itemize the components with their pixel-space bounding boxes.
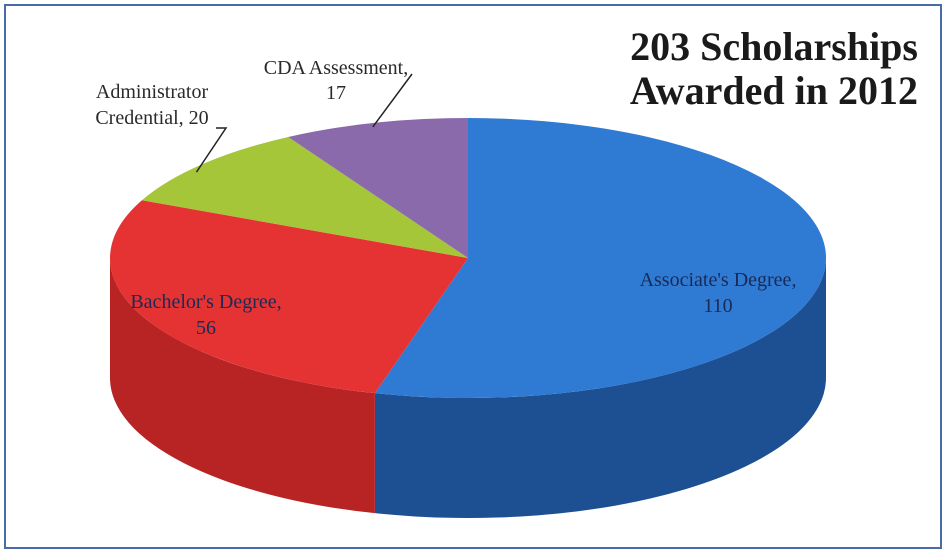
- leader-lines: [195, 73, 413, 173]
- pie-sides: [110, 258, 826, 518]
- data-label-associates-value: 110: [703, 295, 732, 317]
- chart-title-line-1: 203 Scholarships: [630, 24, 918, 69]
- pie-slice-administrator: [141, 136, 468, 258]
- data-label-administrator-value: Credential, 20: [95, 107, 208, 129]
- pie-slices: [109, 118, 827, 398]
- chart-title-line-2: Awarded in 2012: [630, 68, 918, 113]
- data-label-administrator-name: Administrator: [96, 81, 209, 103]
- pie-slice-bachelors: [109, 200, 469, 394]
- pie-slice-associates: [374, 118, 827, 398]
- data-label-bachelors-value: 56: [196, 317, 216, 339]
- data-label-bachelors-name: Bachelor's Degree,: [130, 291, 281, 313]
- data-label-cda-value: 17: [326, 82, 346, 104]
- leader-line-cda: [372, 73, 413, 128]
- pie-side-associates: [374, 258, 826, 518]
- leader-line-administrator: [195, 127, 228, 173]
- data-label-associates-name: Associate's Degree,: [640, 269, 797, 291]
- pie-slice-cda: [288, 118, 468, 258]
- pie-side-bachelors: [110, 258, 375, 514]
- data-label-cda-name: CDA Assessment,: [264, 57, 408, 79]
